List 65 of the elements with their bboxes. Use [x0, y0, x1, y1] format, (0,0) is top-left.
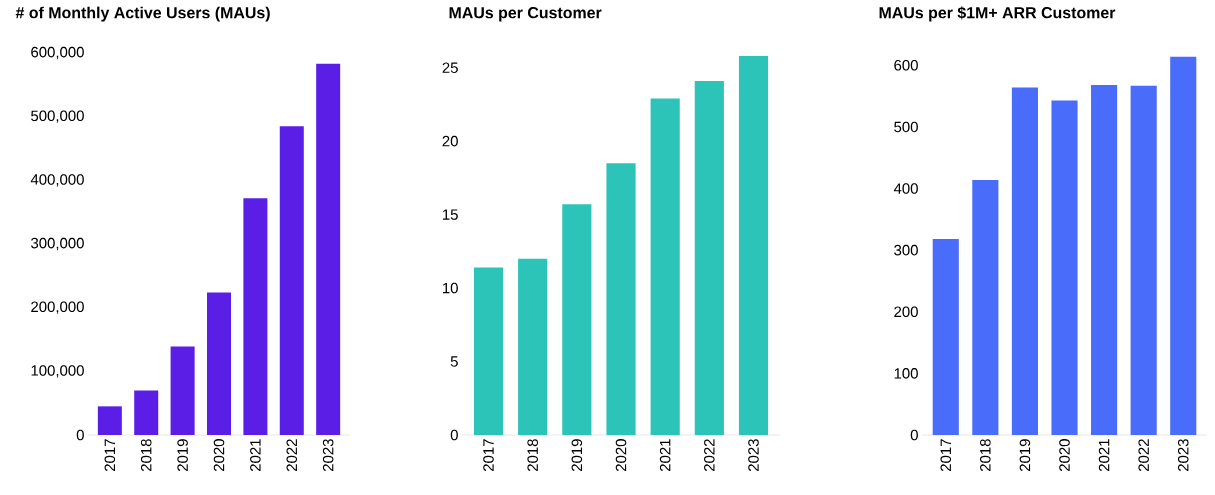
- y-tick-label: 100: [894, 368, 918, 379]
- y-tick-label: 100,000: [31, 365, 84, 378]
- bar: [316, 63, 341, 435]
- x-tick-label: 2022: [1138, 439, 1149, 472]
- y-tick-label: 5: [450, 356, 458, 367]
- bar: [1130, 85, 1157, 435]
- bar: [243, 198, 268, 435]
- bar: [1051, 100, 1078, 435]
- bar: [1011, 87, 1038, 435]
- bar: [972, 179, 999, 435]
- y-tick-label: 600: [894, 60, 918, 71]
- bar: [1091, 85, 1118, 435]
- x-tick-label: 2018: [527, 439, 538, 472]
- y-tick-label: 0: [450, 429, 458, 441]
- y-tick-label: 300,000: [31, 237, 84, 251]
- bar: [279, 126, 304, 435]
- bar: [932, 239, 959, 435]
- x-tick-label: 2018: [980, 439, 991, 472]
- chart-title: # of Monthly Active Users (MAUs): [15, 6, 270, 22]
- x-tick-label: 2017: [104, 439, 116, 472]
- x-tick-label: 2020: [213, 439, 225, 472]
- x-tick-label: 2021: [1098, 439, 1110, 472]
- bar: [694, 80, 724, 435]
- bar: [206, 292, 232, 435]
- chart-title: MAUs per Customer: [449, 7, 602, 22]
- x-tick-label: 2023: [322, 439, 334, 472]
- x-tick-label: 2019: [571, 439, 583, 472]
- x-tick-label: 2017: [483, 439, 494, 472]
- x-tick-label: 2019: [1019, 439, 1031, 472]
- x-tick-label: 2021: [250, 439, 261, 472]
- x-tick-label: 2023: [748, 439, 759, 472]
- x-tick-label: 2018: [140, 439, 152, 472]
- y-tick-label: 500: [894, 121, 918, 133]
- x-tick-label: 2020: [615, 439, 627, 472]
- x-tick-label: 2020: [1059, 439, 1070, 472]
- y-tick-label: 400,000: [30, 174, 84, 187]
- x-tick-label: 2019: [177, 439, 188, 472]
- y-tick-label: 400: [893, 183, 918, 194]
- y-tick-label: 0: [910, 429, 918, 441]
- y-tick-label: 15: [443, 209, 458, 220]
- y-tick-label: 300: [894, 244, 918, 256]
- x-tick-label: 2022: [704, 439, 715, 472]
- bar: [518, 258, 548, 435]
- bar: [562, 204, 592, 435]
- bar: [738, 55, 769, 435]
- y-tick-label: 25: [442, 62, 458, 73]
- bar: [97, 406, 122, 435]
- x-tick-label: 2017: [940, 439, 952, 472]
- bar: [170, 346, 195, 435]
- chart-title: MAUs per $1M+ ARR Customer: [879, 6, 1116, 22]
- x-tick-label: 2022: [286, 439, 298, 472]
- x-tick-label: 2021: [659, 439, 671, 472]
- bar: [1170, 56, 1197, 435]
- y-tick-label: 10: [443, 282, 458, 294]
- y-tick-label: 200: [894, 306, 918, 318]
- bar: [606, 163, 636, 435]
- bar: [134, 390, 159, 435]
- y-tick-label: 0: [76, 429, 84, 441]
- y-tick-label: 600,000: [31, 46, 84, 60]
- y-tick-label: 200,000: [31, 301, 84, 314]
- y-tick-label: 20: [442, 135, 458, 147]
- bar: [473, 267, 504, 435]
- x-tick-label: 2023: [1177, 439, 1189, 472]
- y-tick-label: 500,000: [31, 110, 84, 123]
- bar: [650, 98, 680, 435]
